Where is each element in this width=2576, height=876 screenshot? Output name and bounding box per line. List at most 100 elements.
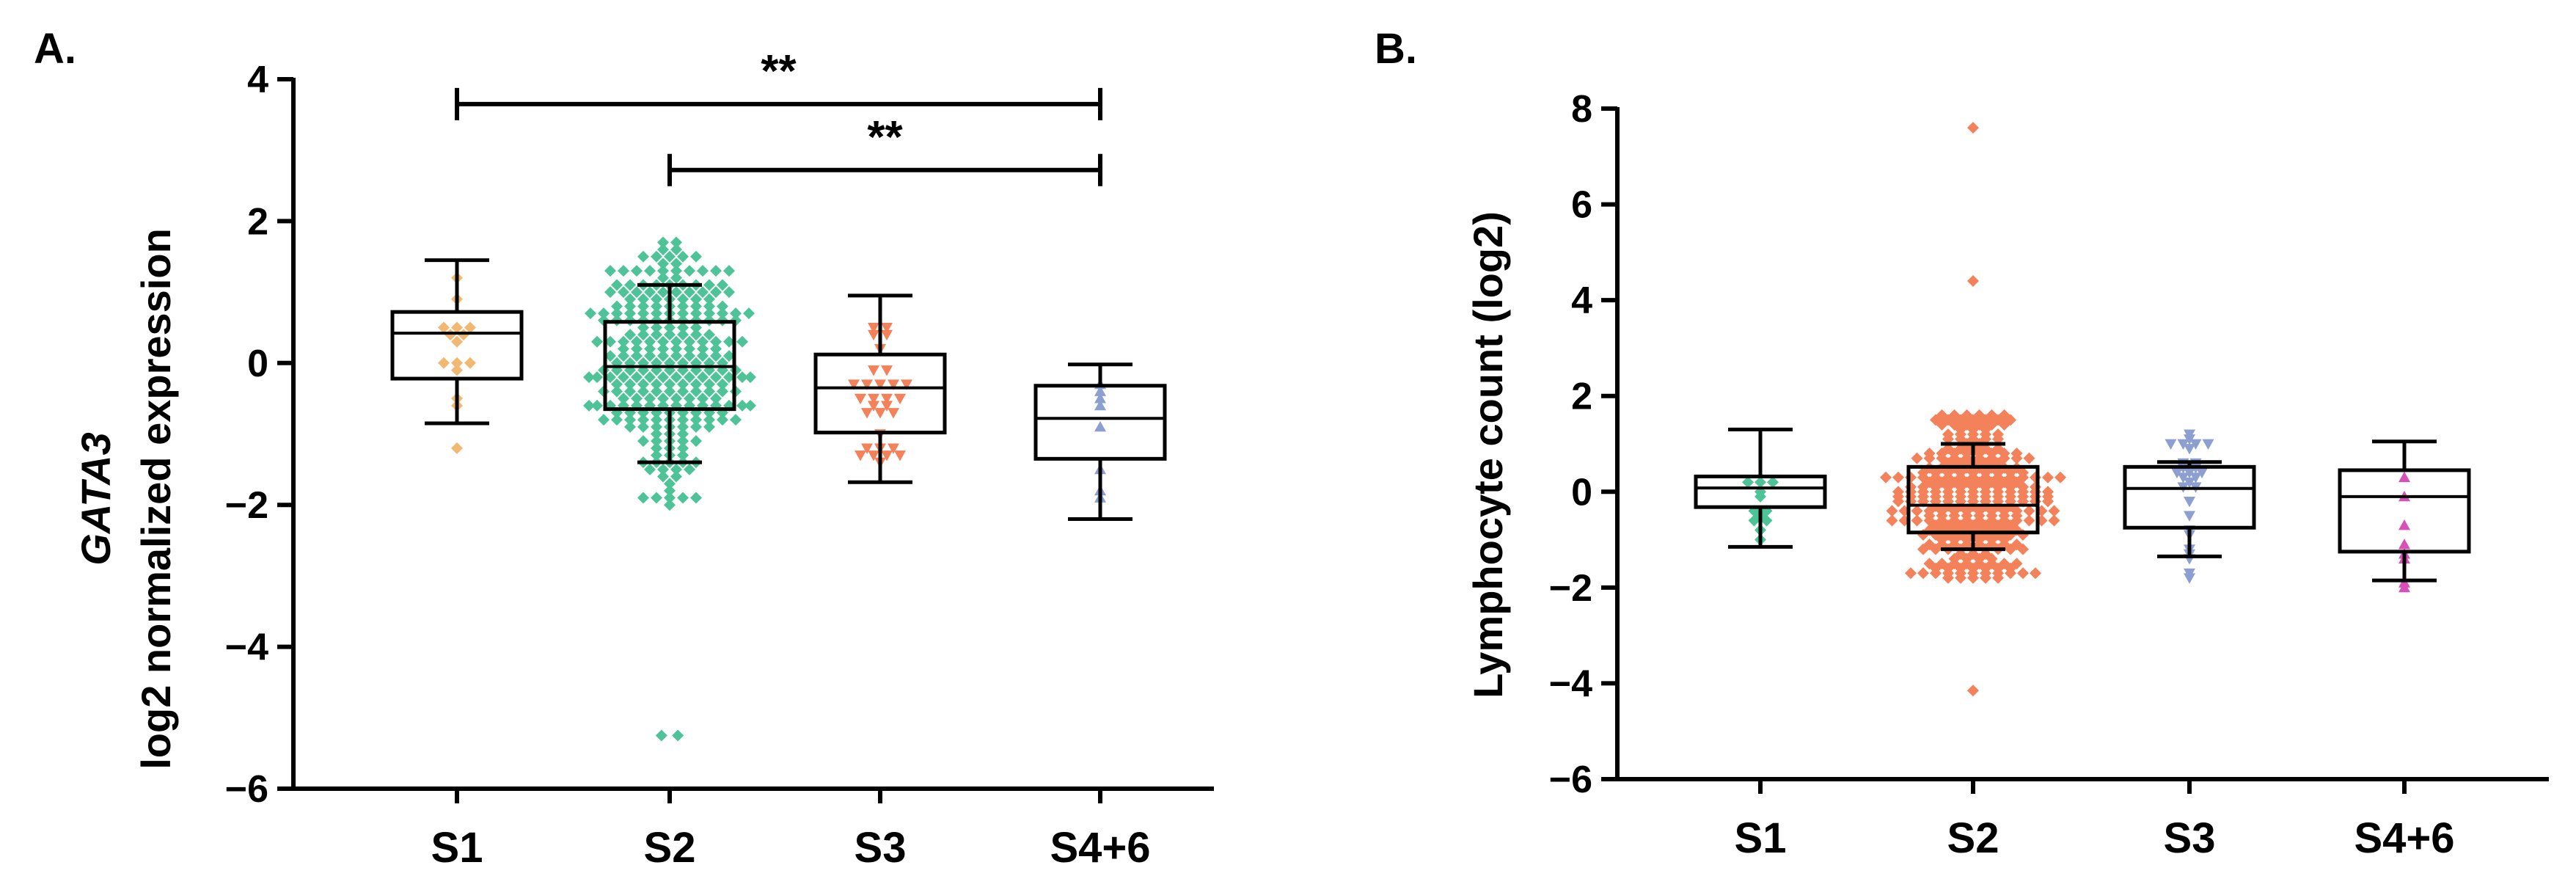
panelA-data-point [657, 244, 669, 256]
panelA-data-point [723, 265, 735, 277]
panelB-data-point [2017, 567, 2029, 580]
panelA-data-point [703, 293, 715, 305]
panelB-data-point [2177, 472, 2189, 483]
panelB-data-point [1936, 558, 1948, 570]
panelA-data-point [637, 300, 649, 313]
panelA-data-point [730, 414, 742, 426]
panelA-data-point [881, 393, 893, 405]
panelA-data-point [664, 250, 676, 263]
panelB-data-point [1905, 471, 1917, 483]
panelB-data-point [2030, 471, 2041, 483]
panelA-data-point [451, 335, 463, 348]
panelA-data-point [611, 300, 623, 313]
panelA-data-point [644, 393, 656, 405]
panelA-data-point [717, 378, 728, 390]
panelA-data-point [684, 343, 695, 355]
panelA-data-point [657, 470, 669, 483]
panelA-data-point [464, 357, 476, 369]
panelA-data-point [697, 265, 709, 277]
panelB-box-S2 [1906, 442, 2040, 552]
panelB-data-point [1998, 409, 2010, 421]
panelB-data-point [2184, 573, 2195, 584]
panelB-data-point [1980, 548, 1991, 561]
panelA-data-point [651, 293, 662, 305]
panelA-data-point [703, 300, 715, 313]
panelB-data-point [2023, 514, 2035, 527]
panelA-data-point [888, 379, 899, 390]
panelA-data-point [894, 450, 906, 461]
panelA-data-point [677, 449, 689, 461]
panelA-data-point [644, 286, 656, 299]
panelA-data-point [677, 300, 689, 313]
panelB-data-point [1917, 543, 1929, 555]
panelA-x-tick-label: S2 [644, 824, 696, 872]
panelA-data-point [657, 463, 669, 475]
panelA-data-point [618, 265, 629, 277]
panelA-data-point [717, 414, 728, 426]
panelA-data-point [664, 321, 676, 334]
panel-a-label: A. [34, 25, 76, 73]
panelB-data-point [1986, 533, 1998, 546]
panelB-x-tick-label: S2 [1947, 814, 1999, 862]
panelA-data-point [651, 321, 662, 334]
panelA-data-point [861, 443, 873, 454]
panelB-data-point [1998, 533, 2010, 546]
panelA-data-point [710, 343, 722, 355]
panelA-data-point [684, 265, 695, 277]
panelA-data-point [657, 271, 669, 284]
panelA-data-point [637, 385, 649, 398]
panelB-data-point [1967, 572, 1979, 584]
panelA-data-point [637, 435, 649, 448]
panelA-data-point [624, 300, 636, 313]
significance-bracket: ** [455, 46, 1102, 120]
panelB-data-point [1892, 471, 1904, 483]
panelB-box-S1 [1694, 427, 1827, 549]
iqr-box [1033, 384, 1167, 461]
panelB-data-point [1980, 572, 1991, 584]
panelB-data-point [2165, 439, 2177, 450]
panelB-box-S4+6 [2338, 439, 2471, 583]
panelA-data-point [644, 463, 656, 475]
panelA-data-point [723, 335, 735, 348]
panelA-data-point [690, 385, 702, 398]
panelB-data-point [2010, 558, 2023, 570]
panelA-data-point [644, 371, 656, 384]
panel-a-boxes [390, 258, 1167, 522]
panelA-data-point [868, 323, 879, 334]
panelB-data-point [1754, 490, 1766, 503]
panelA-data-point [710, 335, 722, 348]
panelB-y-tick-label: 4 [1571, 280, 1592, 322]
panelA-data-point [631, 335, 643, 348]
panelA-data-point [848, 379, 860, 390]
panelA-data-point [874, 408, 886, 419]
panelA-data-point [618, 393, 629, 405]
panelA-data-point [583, 371, 595, 384]
panelA-data-point [703, 414, 715, 426]
panelA-box-S2 [603, 282, 736, 464]
panelA-data-point [664, 484, 676, 497]
panelA-data-point [637, 329, 649, 341]
panelA-data-point [598, 307, 610, 320]
panelB-data-point [2048, 514, 2060, 527]
panel-b-points [1742, 122, 2410, 697]
panelA-data-point [874, 379, 886, 390]
panelB-data-point [2042, 471, 2054, 483]
panelA-data-point [618, 335, 629, 348]
panelA-data-point [657, 350, 669, 362]
panelA-data-point [591, 371, 603, 384]
panelB-data-point [1767, 476, 1779, 489]
panelA-data-point [438, 357, 450, 369]
panelA-data-point [730, 307, 742, 320]
panelA-data-point [901, 379, 912, 390]
panelB-y-tick-label: 8 [1571, 88, 1592, 131]
panel-b-boxes [1694, 427, 2471, 583]
panelA-data-point [618, 343, 629, 355]
panelA-y-tick-label: −2 [225, 484, 268, 527]
panelA-data-point [881, 365, 893, 376]
panelB-data-point [1754, 476, 1766, 489]
panelA-data-point [651, 414, 662, 426]
panel-b: B. Lymphocyte count (log2) 8 6 4 2 0 −2 −4 −6 S1… [1375, 25, 2549, 862]
panelA-data-point [723, 350, 735, 362]
panelA-data-point [631, 343, 643, 355]
panelA-data-point [710, 371, 722, 384]
